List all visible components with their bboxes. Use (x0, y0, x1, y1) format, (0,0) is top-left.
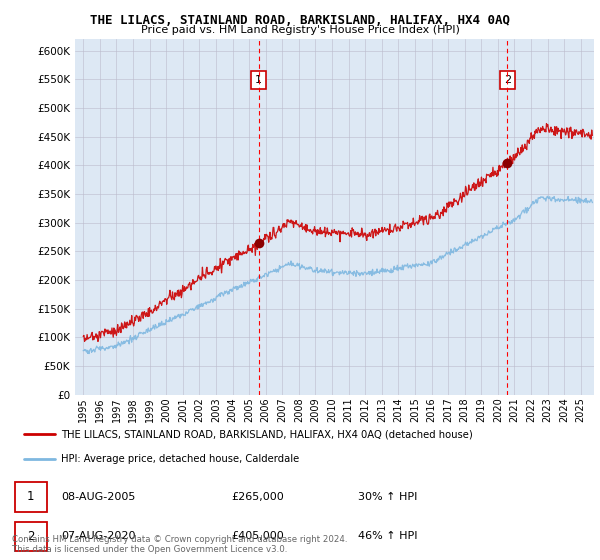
Text: Price paid vs. HM Land Registry's House Price Index (HPI): Price paid vs. HM Land Registry's House … (140, 25, 460, 35)
Text: Contains HM Land Registry data © Crown copyright and database right 2024.
This d: Contains HM Land Registry data © Crown c… (12, 535, 347, 554)
FancyBboxPatch shape (15, 522, 47, 552)
Text: THE LILACS, STAINLAND ROAD, BARKISLAND, HALIFAX, HX4 0AQ (detached house): THE LILACS, STAINLAND ROAD, BARKISLAND, … (61, 430, 473, 440)
Text: THE LILACS, STAINLAND ROAD, BARKISLAND, HALIFAX, HX4 0AQ: THE LILACS, STAINLAND ROAD, BARKISLAND, … (90, 14, 510, 27)
Text: 46% ↑ HPI: 46% ↑ HPI (358, 531, 417, 541)
Text: 2: 2 (504, 75, 511, 85)
Text: HPI: Average price, detached house, Calderdale: HPI: Average price, detached house, Cald… (61, 454, 299, 464)
Text: £405,000: £405,000 (231, 531, 284, 541)
Text: 07-AUG-2020: 07-AUG-2020 (61, 531, 136, 541)
Text: 08-AUG-2005: 08-AUG-2005 (61, 492, 136, 502)
Text: 2: 2 (27, 530, 34, 543)
Text: £265,000: £265,000 (231, 492, 284, 502)
FancyBboxPatch shape (15, 483, 47, 512)
Text: 1: 1 (255, 75, 262, 85)
Text: 30% ↑ HPI: 30% ↑ HPI (358, 492, 417, 502)
Text: 1: 1 (27, 491, 34, 503)
